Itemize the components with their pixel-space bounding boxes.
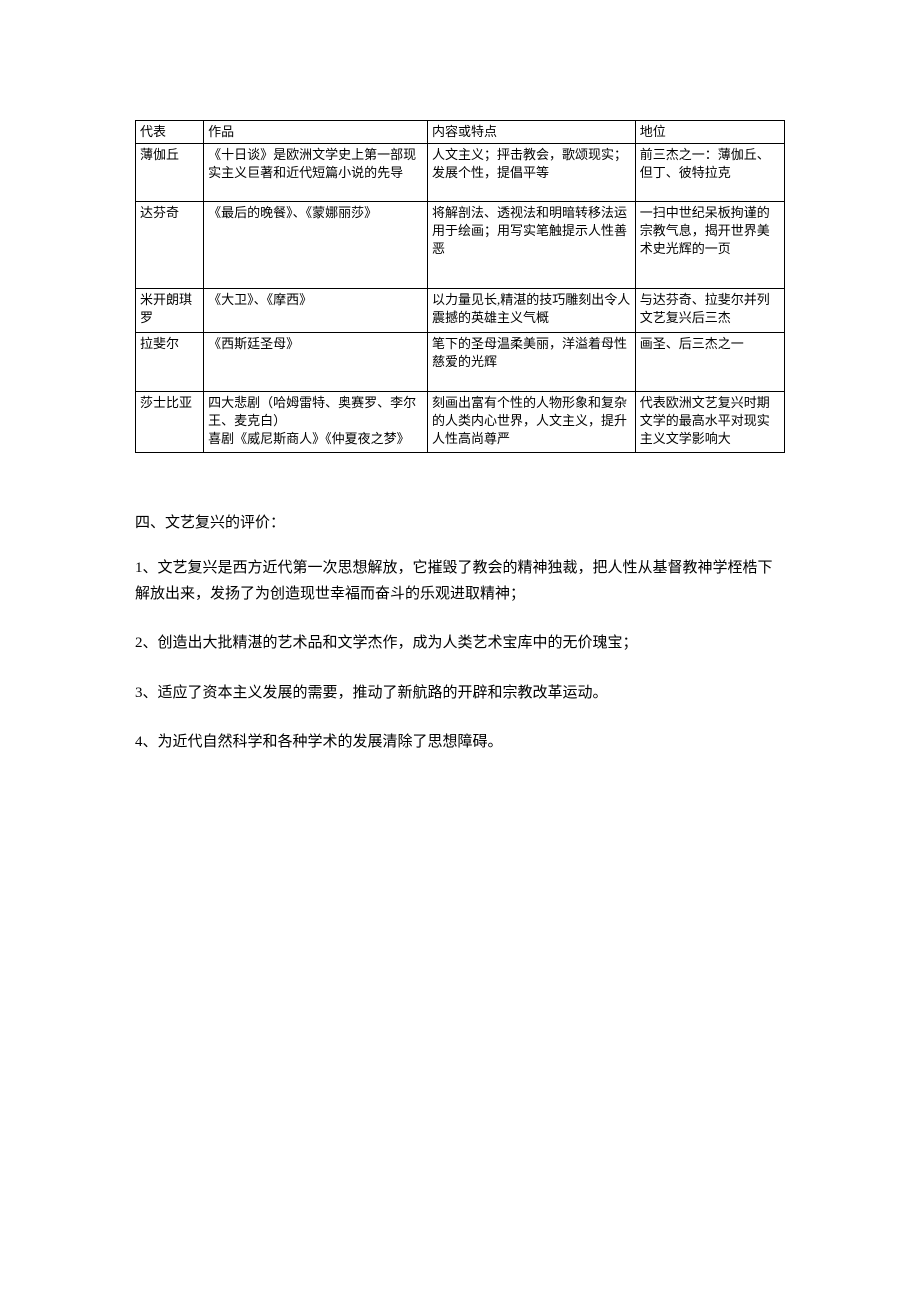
cell-content: 以力量见长,精湛的技巧雕刻出令人震撼的英雄主义气概 xyxy=(428,289,636,332)
cell-status: 前三杰之一：薄伽丘、但丁、彼特拉克 xyxy=(635,144,784,201)
cell-status: 代表欧洲文艺复兴时期文学的最高水平对现实主义文学影响大 xyxy=(635,391,784,453)
table-row: 拉斐尔 《西斯廷圣母》 笔下的圣母温柔美丽，洋溢着母性慈爱的光辉 画圣、后三杰之… xyxy=(136,332,785,391)
th-content: 内容或特点 xyxy=(428,121,636,144)
cell-status: 与达芬奇、拉斐尔并列文艺复兴后三杰 xyxy=(635,289,784,332)
table-row: 莎士比亚 四大悲剧（哈姆雷特、奥赛罗、李尔王、麦克白） 喜剧《威尼斯商人》《仲夏… xyxy=(136,391,785,453)
cell-content: 笔下的圣母温柔美丽，洋溢着母性慈爱的光辉 xyxy=(428,332,636,391)
cell-work: 《最后的晚餐》、《蒙娜丽莎》 xyxy=(204,201,428,289)
section-heading: 四、文艺复兴的评价： xyxy=(135,511,785,532)
th-status: 地位 xyxy=(635,121,784,144)
cell-rep: 达芬奇 xyxy=(136,201,204,289)
table-row: 薄伽丘 《十日谈》是欧洲文学史上第一部现实主义巨著和近代短篇小说的先导 人文主义… xyxy=(136,144,785,201)
table-row: 达芬奇 《最后的晚餐》、《蒙娜丽莎》 将解剖法、透视法和明暗转移法运用于绘画；用… xyxy=(136,201,785,289)
eval-para-1: 1、文艺复兴是西方近代第一次思想解放，它摧毁了教会的精神独裁，把人性从基督教神学… xyxy=(135,556,785,607)
cell-content: 人文主义；抨击教会，歌颂现实；发展个性，提倡平等 xyxy=(428,144,636,201)
cell-status: 画圣、后三杰之一 xyxy=(635,332,784,391)
cell-rep: 莎士比亚 xyxy=(136,391,204,453)
cell-rep: 拉斐尔 xyxy=(136,332,204,391)
renaissance-table: 代表 作品 内容或特点 地位 薄伽丘 《十日谈》是欧洲文学史上第一部现实主义巨著… xyxy=(135,120,785,453)
th-rep: 代表 xyxy=(136,121,204,144)
cell-rep: 薄伽丘 xyxy=(136,144,204,201)
th-work: 作品 xyxy=(204,121,428,144)
cell-status: 一扫中世纪呆板拘谨的宗教气息，揭开世界美术史光辉的一页 xyxy=(635,201,784,289)
cell-content-main: 刻画出富有个性的人物形象和复杂的人类内心世界，人文主义，提升人性高尚尊严 xyxy=(432,395,627,446)
cell-work: 《西斯廷圣母》 xyxy=(204,332,428,391)
cell-rep: 米开朗琪罗 xyxy=(136,289,204,332)
eval-para-2: 2、创造出大批精湛的艺术品和文学杰作，成为人类艺术宝库中的无价瑰宝； xyxy=(135,631,785,657)
eval-para-3: 3、适应了资本主义发展的需要，推动了新航路的开辟和宗教改革运动。 xyxy=(135,681,785,707)
cell-work: 四大悲剧（哈姆雷特、奥赛罗、李尔王、麦克白） 喜剧《威尼斯商人》《仲夏夜之梦》 xyxy=(204,391,428,453)
cell-work: 《大卫》、《摩西》 xyxy=(204,289,428,332)
eval-para-4: 4、为近代自然科学和各种学术的发展清除了思想障碍。 xyxy=(135,730,785,756)
table-row: 米开朗琪罗 《大卫》、《摩西》 以力量见长,精湛的技巧雕刻出令人震撼的英雄主义气… xyxy=(136,289,785,332)
cell-work: 《十日谈》是欧洲文学史上第一部现实主义巨著和近代短篇小说的先导 xyxy=(204,144,428,201)
cell-content: 将解剖法、透视法和明暗转移法运用于绘画；用写实笔触提示人性善恶 xyxy=(428,201,636,289)
cell-content: 刻画出富有个性的人物形象和复杂的人类内心世界，人文主义，提升人性高尚尊严 xyxy=(428,391,636,453)
